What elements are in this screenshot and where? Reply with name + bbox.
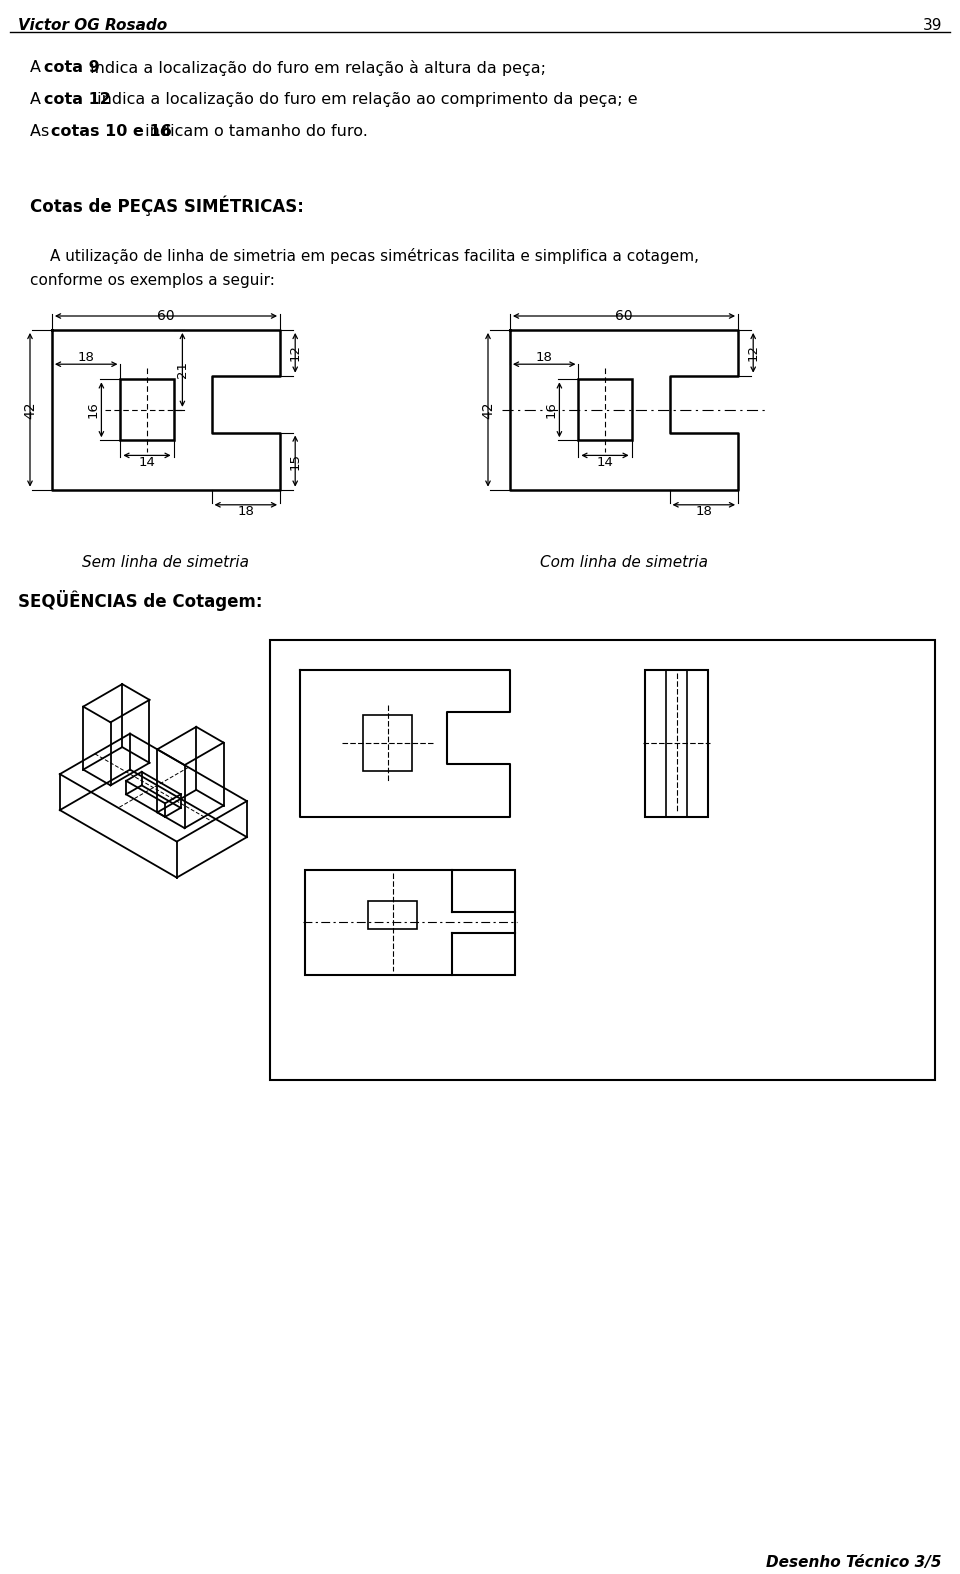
Text: cota 9: cota 9 <box>44 60 100 76</box>
Text: Cotas de PEÇAS SIMÉTRICAS:: Cotas de PEÇAS SIMÉTRICAS: <box>30 195 304 216</box>
Text: 39: 39 <box>923 17 942 33</box>
Text: cotas 10 e 16: cotas 10 e 16 <box>51 124 172 139</box>
Text: Com linha de simetria: Com linha de simetria <box>540 554 708 570</box>
Bar <box>363 715 412 771</box>
Text: Sem linha de simetria: Sem linha de simetria <box>83 554 250 570</box>
Bar <box>305 869 515 974</box>
Text: A: A <box>30 91 46 107</box>
Text: 21: 21 <box>176 362 189 378</box>
Text: 60: 60 <box>615 309 633 323</box>
Text: A utilização de linha de simetria em pecas simétricas facilita e simplifica a co: A utilização de linha de simetria em pec… <box>50 249 699 264</box>
Text: 60: 60 <box>157 309 175 323</box>
Text: 18: 18 <box>695 505 712 518</box>
Text: 42: 42 <box>23 401 37 419</box>
Bar <box>687 669 708 817</box>
Text: 16: 16 <box>545 401 558 419</box>
Text: Desenho Técnico 3/5: Desenho Técnico 3/5 <box>766 1555 942 1569</box>
Bar <box>645 669 666 817</box>
Text: indicam o tamanho do furo.: indicam o tamanho do furo. <box>140 124 369 139</box>
Bar <box>645 669 708 817</box>
Text: indica a localização do furo em relação à altura da peça;: indica a localização do furo em relação … <box>85 60 546 76</box>
Text: cota 12: cota 12 <box>44 91 110 107</box>
Text: 15: 15 <box>289 453 301 469</box>
Text: 14: 14 <box>138 456 156 469</box>
Bar <box>368 900 417 929</box>
Text: 14: 14 <box>596 456 613 469</box>
Text: A: A <box>30 60 46 76</box>
Text: 12: 12 <box>747 345 759 362</box>
Text: indica a localização do furo em relação ao comprimento da peça; e: indica a localização do furo em relação … <box>92 91 637 107</box>
Bar <box>578 379 632 441</box>
Text: SEQÜÊNCIAS de Cotagem:: SEQÜÊNCIAS de Cotagem: <box>18 590 262 611</box>
Text: 18: 18 <box>78 351 95 364</box>
Text: 16: 16 <box>87 401 100 419</box>
Text: 18: 18 <box>536 351 553 364</box>
Bar <box>270 639 935 1080</box>
Text: 12: 12 <box>289 345 301 362</box>
Text: 18: 18 <box>237 505 254 518</box>
Text: conforme os exemplos a seguir:: conforme os exemplos a seguir: <box>30 272 275 288</box>
Bar <box>120 379 174 441</box>
Text: As: As <box>30 124 55 139</box>
Text: Victor OG Rosado: Victor OG Rosado <box>18 17 167 33</box>
Text: 42: 42 <box>481 401 495 419</box>
